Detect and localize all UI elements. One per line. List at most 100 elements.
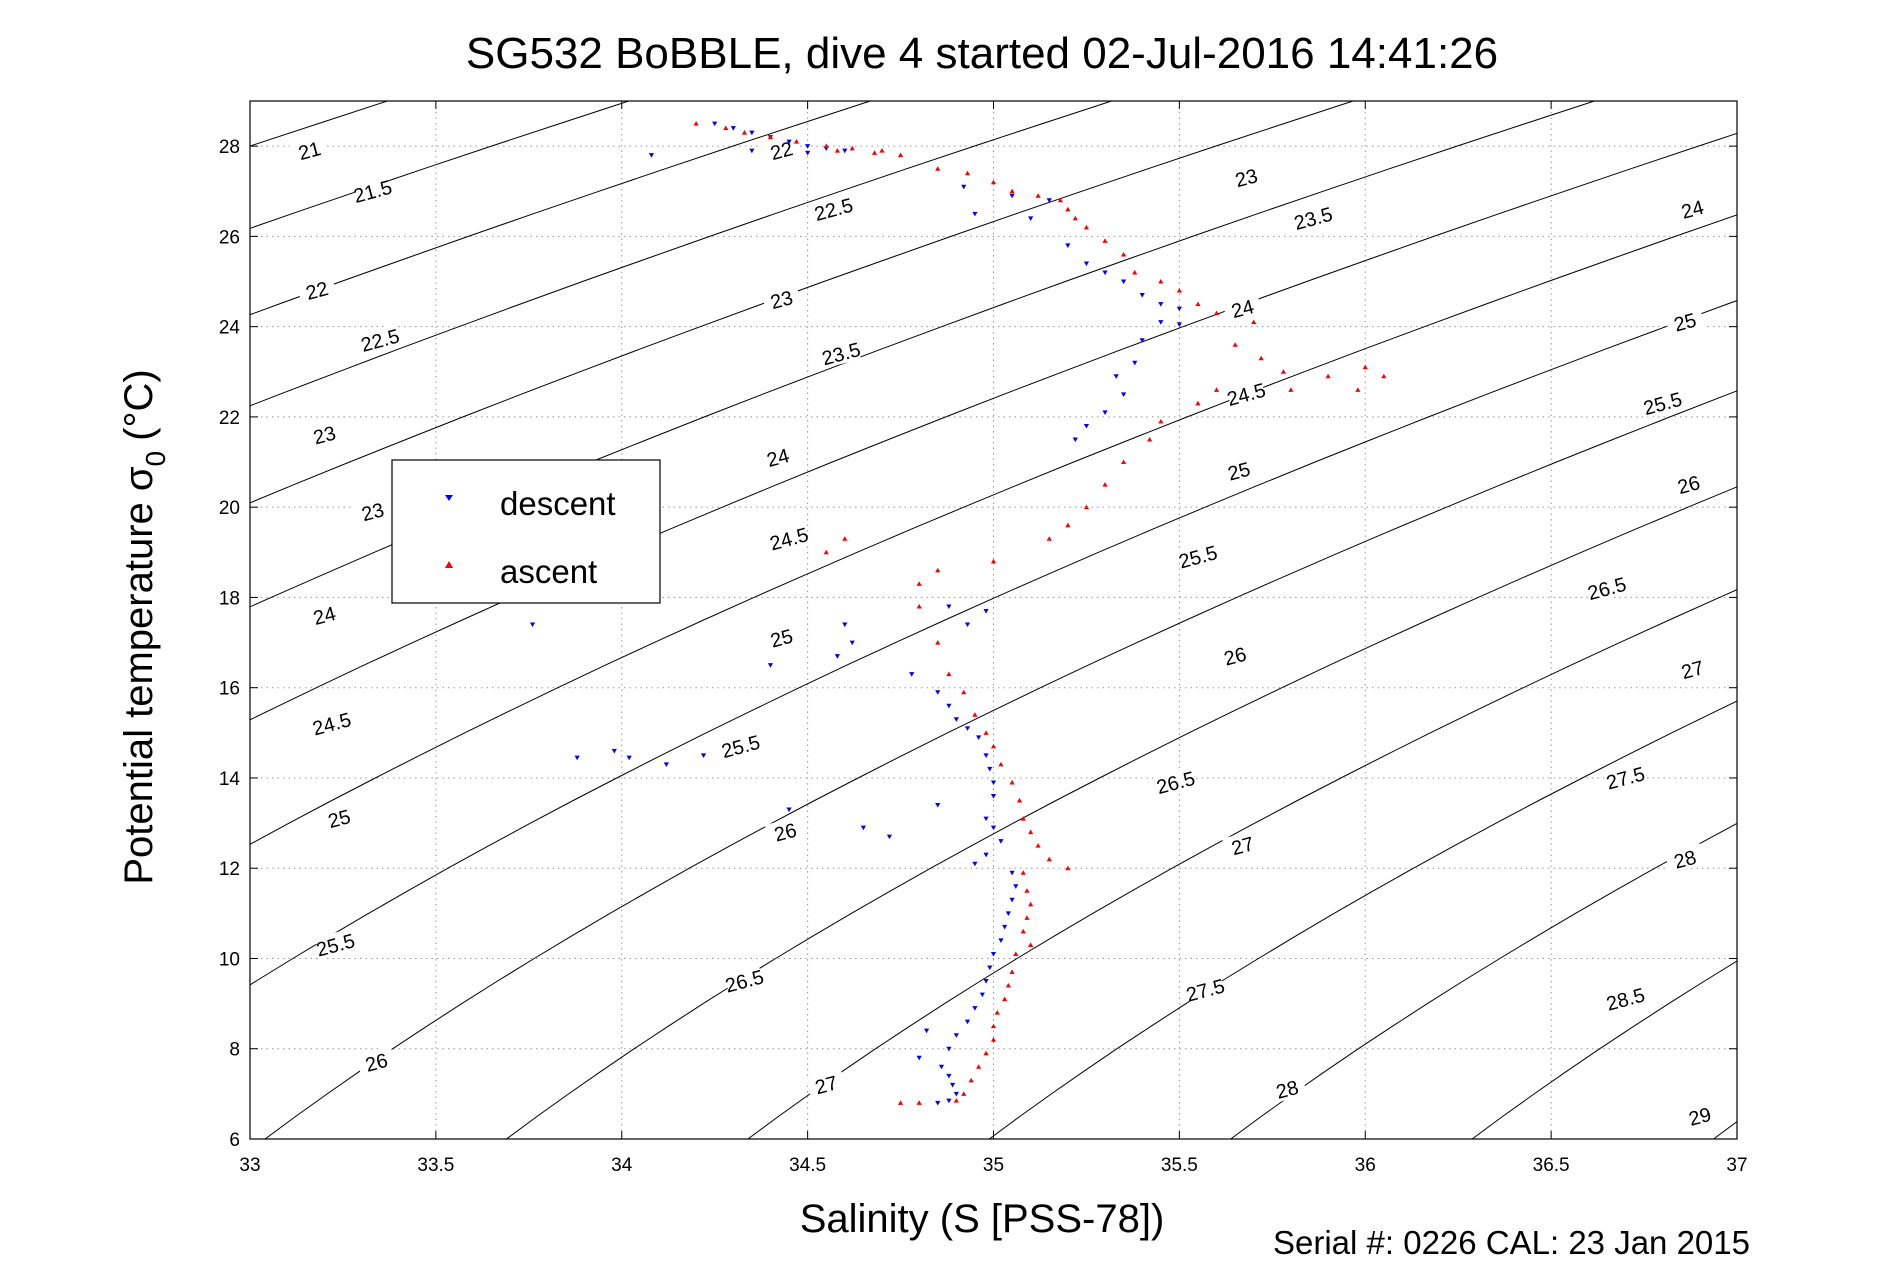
point-descent — [953, 717, 959, 722]
x-tick-label: 33 — [239, 1155, 260, 1176]
point-descent — [953, 1033, 959, 1038]
point-descent — [786, 139, 792, 145]
point-ascent — [741, 129, 748, 135]
point-descent — [1132, 360, 1138, 366]
point-ascent — [1325, 373, 1331, 379]
point-ascent — [916, 603, 922, 609]
point-descent — [574, 755, 580, 761]
point-ascent — [1195, 301, 1201, 307]
point-ascent — [1057, 197, 1064, 203]
x-axis-label: Salinity (S [PSS-78]) — [800, 1197, 1165, 1241]
point-descent — [972, 861, 978, 867]
density-contour-line — [988, 700, 1737, 1139]
point-ascent — [1028, 901, 1034, 907]
point-ascent — [1147, 436, 1153, 442]
point-ascent — [1002, 996, 1008, 1002]
point-ascent — [1009, 188, 1015, 194]
point-ascent — [879, 148, 885, 153]
point-descent — [749, 130, 755, 136]
data-points — [529, 120, 1387, 1106]
point-ascent — [1072, 215, 1078, 221]
point-descent — [1158, 320, 1164, 325]
y-axis-label: Potential temperature σ0 (°C) — [117, 369, 171, 884]
point-descent — [946, 604, 952, 610]
point-ascent — [1013, 951, 1019, 956]
point-ascent — [1121, 459, 1127, 465]
density-contour-line — [250, 101, 1114, 407]
point-descent — [886, 834, 893, 840]
point-ascent — [916, 1100, 922, 1105]
x-axis-ticks: 33 33.5 34 34.5 35 35.5 36 36.5 37 — [239, 101, 1748, 1176]
point-ascent — [1102, 482, 1108, 487]
density-contour-line — [250, 132, 1737, 721]
point-ascent — [693, 120, 699, 126]
point-descent — [1028, 216, 1034, 221]
point-descent — [964, 622, 971, 628]
point-descent — [990, 780, 997, 786]
point-descent — [1002, 924, 1008, 930]
point-ascent — [842, 536, 848, 541]
point-ascent — [935, 166, 941, 171]
density-contour-line — [250, 101, 1597, 608]
point-ascent — [767, 134, 774, 140]
point-ascent — [990, 1037, 997, 1042]
point-descent — [976, 735, 982, 740]
point-descent — [1121, 279, 1127, 285]
y-axis-ticks: 6 8 10 12 14 16 18 20 22 24 26 28 — [219, 137, 1737, 1151]
point-ascent — [1121, 251, 1127, 257]
point-descent — [961, 184, 967, 190]
point-descent — [805, 144, 811, 149]
point-ascent — [1009, 779, 1015, 785]
point-ascent — [961, 1091, 967, 1096]
point-ascent — [1005, 982, 1011, 988]
point-descent — [1113, 374, 1119, 379]
point-descent — [987, 965, 993, 971]
point-descent — [1102, 410, 1108, 415]
point-ascent — [1288, 387, 1294, 392]
y-axis-label-sub: 0 — [140, 451, 171, 467]
contour-label: 25 — [1664, 305, 1705, 337]
contour-label: 22 — [761, 134, 802, 165]
point-descent — [849, 640, 855, 646]
point-ascent — [823, 549, 829, 555]
point-descent — [1139, 293, 1145, 298]
density-contour-line — [505, 486, 1737, 1139]
x-tick-label: 37 — [1726, 1155, 1747, 1176]
point-ascent — [1024, 888, 1030, 893]
contour-label: 28 — [1266, 1073, 1308, 1104]
point-ascent — [998, 761, 1004, 767]
point-ascent — [1009, 969, 1015, 975]
density-contour-line — [250, 214, 1737, 845]
point-ascent — [1020, 928, 1026, 934]
contour-label: 25 — [1218, 454, 1259, 486]
point-ascent — [994, 1010, 1000, 1015]
point-ascent — [1046, 536, 1052, 541]
contour-label: 23 — [303, 418, 345, 449]
point-descent — [529, 622, 536, 628]
footer-calibration: Serial #: 0226 CAL: 23 Jan 2015 — [1273, 1224, 1750, 1261]
y-tick-label: 22 — [219, 408, 240, 429]
point-ascent — [723, 125, 729, 131]
point-ascent — [961, 689, 967, 695]
point-ascent — [1132, 269, 1138, 275]
point-descent — [983, 816, 989, 822]
point-descent — [842, 148, 848, 154]
x-tick-label: 35 — [983, 1155, 1004, 1176]
point-descent — [909, 672, 915, 677]
point-ascent — [972, 712, 978, 717]
point-descent — [860, 825, 866, 831]
point-descent — [998, 839, 1004, 844]
svg-text:Potential temperature σ0(°C): Potential temperature σ0 (°C) — [117, 369, 171, 884]
point-descent — [935, 1100, 941, 1106]
point-descent — [916, 1055, 922, 1061]
point-ascent — [990, 558, 997, 564]
x-tick-label: 36.5 — [1533, 1155, 1570, 1176]
point-ascent — [1024, 915, 1030, 920]
point-descent — [805, 150, 811, 156]
point-descent — [1083, 261, 1090, 267]
point-ascent — [983, 1050, 989, 1056]
point-descent — [1065, 243, 1071, 249]
x-tick-label: 33.5 — [417, 1155, 454, 1176]
x-tick-label: 34.5 — [789, 1155, 826, 1176]
point-descent — [1009, 870, 1015, 876]
